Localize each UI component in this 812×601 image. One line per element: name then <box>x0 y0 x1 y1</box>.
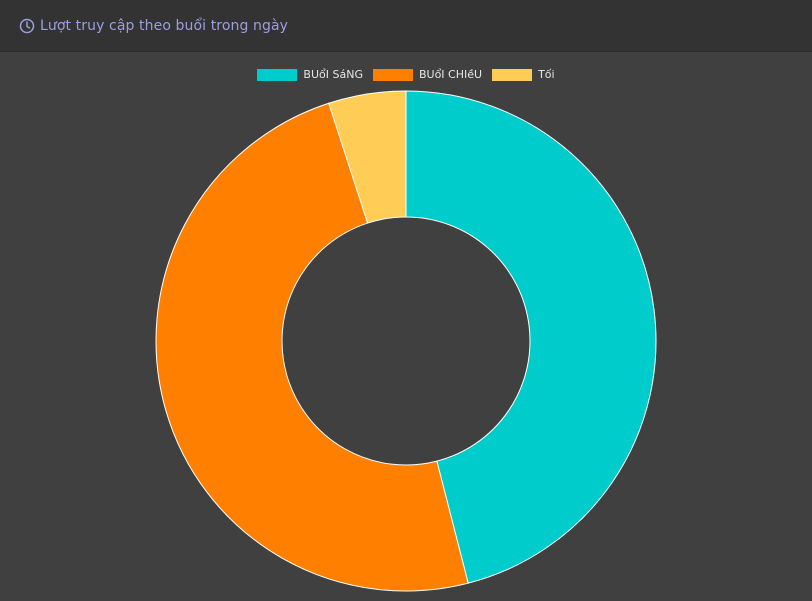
legend-label-morning: BUổI SáNG <box>303 68 363 81</box>
legend-swatch-afternoon <box>372 68 413 81</box>
legend-swatch-morning <box>257 68 298 81</box>
legend-item-evening[interactable]: Tối <box>492 68 555 81</box>
legend-label-afternoon: BUổI CHIềU <box>418 68 483 81</box>
panel-title: Lượt truy cập theo buổi trong ngày <box>40 17 289 34</box>
panel-header: Lượt truy cập theo buổi trong ngày <box>0 0 812 52</box>
legend-item-morning[interactable]: BUổI SáNG <box>257 68 363 81</box>
slice-morning[interactable] <box>405 90 657 584</box>
legend-swatch-evening <box>492 68 533 81</box>
chart-legend: BUổI SáNG BUổI CHIềU Tối <box>0 68 812 81</box>
legend-item-afternoon[interactable]: BUổI CHIềU <box>372 68 483 81</box>
legend-label-evening: Tối <box>538 68 555 81</box>
slice-afternoon[interactable] <box>155 102 469 592</box>
slice-evening[interactable] <box>328 90 407 224</box>
clock-icon <box>19 18 35 33</box>
